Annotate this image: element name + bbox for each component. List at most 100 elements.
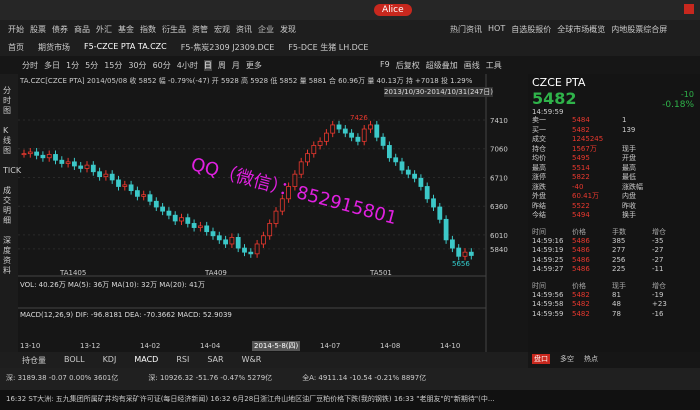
period[interactable]: 分时 xyxy=(22,61,38,70)
candle xyxy=(210,231,216,237)
menu-item[interactable]: 指数 xyxy=(140,25,156,34)
trade-row-cell: -16 xyxy=(652,309,664,318)
head-cell: 增仓 xyxy=(652,227,666,236)
candle xyxy=(349,132,355,138)
quote-row-cell: 最高 xyxy=(532,163,546,172)
tab[interactable]: F5-焦炭2309 J2309.DCE xyxy=(180,43,275,52)
period[interactable]: 月 xyxy=(231,61,240,70)
period[interactable]: 15分 xyxy=(104,61,123,70)
side-tab[interactable]: TICK xyxy=(3,166,22,175)
menu-item[interactable]: 债券 xyxy=(52,25,68,34)
menu-item[interactable]: 外汇 xyxy=(96,25,112,34)
side-tab[interactable]: K线图 xyxy=(3,126,11,155)
period[interactable]: 更多 xyxy=(245,61,262,70)
indicator[interactable]: MACD xyxy=(134,355,159,364)
user-name[interactable]: Alice xyxy=(374,4,412,16)
candle xyxy=(197,225,203,228)
quote-row: 外盘 60.41万 内盘 xyxy=(532,192,698,202)
tab[interactable]: 期货市场 xyxy=(38,43,70,52)
quote-row: 卖一 5484 1 xyxy=(532,116,698,126)
y-tick-label: 7060 xyxy=(490,146,508,154)
candle xyxy=(342,128,348,134)
indicators: 持仓量 BOLL KDJ MACD RSI SAR W&R xyxy=(22,355,261,366)
period[interactable]: 60分 xyxy=(152,61,171,70)
table-head: 时间 价格 现手 增仓 xyxy=(532,281,698,291)
quote-row: 成交 1245245 xyxy=(532,135,698,145)
period[interactable]: 1分 xyxy=(66,61,80,70)
periods: 分时 多日 1分 5分 15分 30分 60分 4小时日周月更多 xyxy=(22,60,262,71)
cursor-date: 2014-5-8(四) xyxy=(252,341,301,351)
quote-row-cell: 持仓 xyxy=(532,144,546,153)
trade-row-cell: -19 xyxy=(652,290,664,299)
candle xyxy=(368,124,373,130)
trade-row-cell: +23 xyxy=(652,300,667,308)
menu-item[interactable]: 资讯 xyxy=(236,25,252,34)
tab[interactable]: F5-DCE 生猪 LH.DCE xyxy=(288,43,369,52)
side-tab[interactable]: 分时图 xyxy=(3,86,11,115)
period[interactable]: 30分 xyxy=(128,61,147,70)
menu-item[interactable]: 开始 xyxy=(8,25,24,34)
quote-row-cell: 涨跌 xyxy=(532,182,546,191)
candle xyxy=(298,161,304,175)
indicator[interactable]: KDJ xyxy=(102,355,117,364)
tool[interactable]: 后复权 xyxy=(395,61,420,70)
menu-item[interactable]: 股票 xyxy=(30,25,46,34)
period[interactable]: 周 xyxy=(217,61,226,70)
period[interactable]: 多日 xyxy=(44,61,60,70)
indicator[interactable]: W&R xyxy=(241,355,262,364)
period[interactable]: 5分 xyxy=(85,61,99,70)
indicator[interactable]: SAR xyxy=(207,355,224,364)
candle xyxy=(292,173,298,187)
candle xyxy=(260,235,266,245)
status: 深: 3189.38 -0.07 0.00% 3601亿 深: 10926.32 … xyxy=(6,373,426,383)
indicator[interactable]: 持仓量 xyxy=(22,356,46,365)
menu-item[interactable]: 内地股票综合屏 xyxy=(611,25,668,34)
candle xyxy=(153,200,159,208)
quote-tab[interactable]: 盘口 xyxy=(532,354,550,364)
trade-row-cell: 5486 xyxy=(572,246,590,254)
indicator[interactable]: BOLL xyxy=(64,355,85,364)
menu-item[interactable]: 资管 xyxy=(192,25,208,34)
title-bar xyxy=(0,0,700,20)
tab[interactable]: 首页 xyxy=(8,43,24,52)
tab[interactable]: F5-CZCE PTA TA.CZC xyxy=(84,42,167,51)
x-label: 13-12 xyxy=(80,342,101,350)
menu-item[interactable]: 企业 xyxy=(258,25,274,34)
candle xyxy=(97,171,102,178)
menu-item[interactable]: 衍生品 xyxy=(162,25,186,34)
trade-row: 14:59:56 5482 81 -19 xyxy=(532,291,698,301)
quote-row-cell: 换手 xyxy=(622,211,636,219)
period[interactable]: 4小时 xyxy=(176,61,198,70)
menu-item[interactable]: 商品 xyxy=(74,25,90,34)
menu-item[interactable]: 全球市场概览 xyxy=(557,25,606,34)
side-tab[interactable]: 成交明细 xyxy=(3,186,11,225)
quote-tab[interactable]: 热点 xyxy=(584,355,598,363)
tool[interactable]: 超级叠加 xyxy=(425,61,458,70)
menu-item[interactable]: 自选股报价 xyxy=(511,25,552,34)
app-logo xyxy=(684,4,694,14)
trade-row-cell: 277 xyxy=(612,246,626,254)
menu-item[interactable]: 热门资讯 xyxy=(450,25,482,34)
menu-item[interactable]: 发现 xyxy=(280,25,296,34)
menu-item[interactable]: 基金 xyxy=(118,25,134,34)
quote-row-cell: 涨跌幅 xyxy=(622,182,643,191)
indicator[interactable]: RSI xyxy=(176,355,190,364)
menu-item[interactable]: HOT xyxy=(488,24,506,33)
quote-tabs: 盘口 多空 热点 xyxy=(532,354,598,364)
candle xyxy=(468,251,474,256)
macd-line: MACD(12,26,9) DIF: -96.8181 DEA: -70.366… xyxy=(20,311,232,319)
tool[interactable]: F9 xyxy=(380,60,390,69)
head-cell: 现手 xyxy=(612,281,626,290)
quote-row-cell: 5514 xyxy=(572,163,590,172)
tool[interactable]: 画线 xyxy=(463,61,480,70)
period[interactable]: 日 xyxy=(203,60,212,71)
candle xyxy=(34,151,39,156)
side-tab[interactable]: 深度资料 xyxy=(3,236,11,275)
y-tick-label: 6010 xyxy=(490,232,508,240)
quote-tab[interactable]: 多空 xyxy=(560,355,574,363)
quote-row-cell: 卖一 xyxy=(532,116,546,124)
quote-row-cell: 5822 xyxy=(572,173,590,181)
tool[interactable]: 工具 xyxy=(485,61,502,70)
trade-row: 14:59:59 5482 78 -16 xyxy=(532,310,698,320)
menu-item[interactable]: 宏观 xyxy=(214,25,230,34)
